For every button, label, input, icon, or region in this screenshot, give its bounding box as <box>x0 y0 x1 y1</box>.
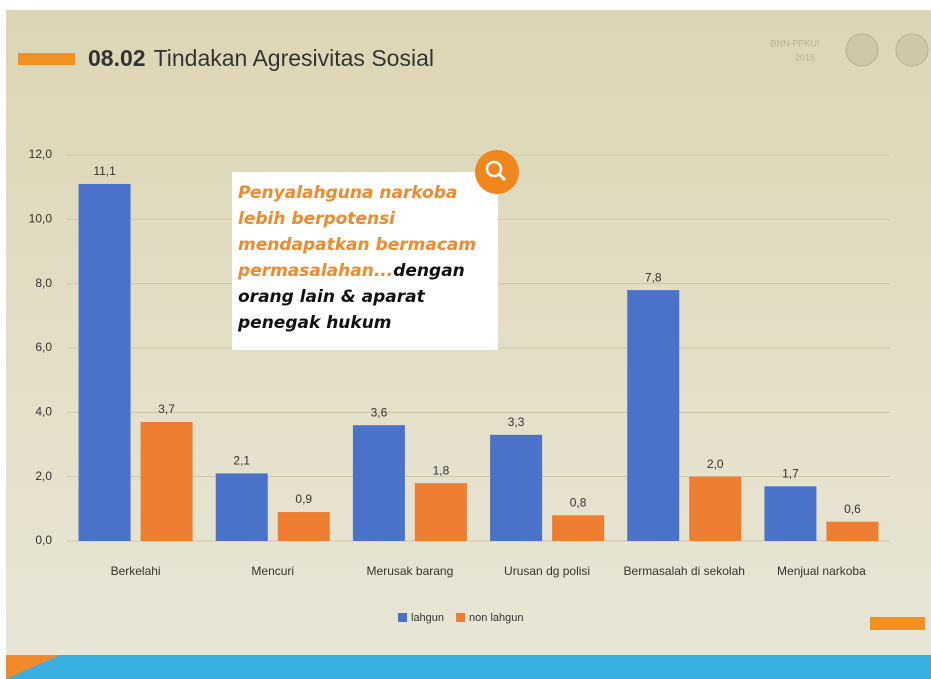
search-icon-lens <box>485 160 503 178</box>
value-label: 2,0 <box>707 457 724 471</box>
y-tick-label: 10,0 <box>29 212 53 226</box>
value-label: 1,8 <box>433 463 450 477</box>
x-tick-label: Merusak barang <box>367 564 454 578</box>
search-icon-handle <box>497 172 507 182</box>
legend-swatch <box>456 613 466 622</box>
value-label: 0,8 <box>570 495 587 509</box>
value-label: 0,9 <box>295 492 312 506</box>
legend-swatch <box>398 613 407 622</box>
bar <box>764 486 817 541</box>
value-label: 3,6 <box>371 405 388 419</box>
callout: Penyalahguna narkoba lebih berpotensi me… <box>238 180 490 336</box>
bar <box>689 476 742 541</box>
y-tick-label: 8,0 <box>35 276 52 290</box>
bar <box>215 473 268 541</box>
value-label: 0,6 <box>844 502 861 516</box>
x-tick-label: Urusan dg polisi <box>504 564 590 578</box>
title-number: 08.02 <box>88 45 146 71</box>
value-label: 7,8 <box>645 270 662 284</box>
bar <box>78 183 131 541</box>
logo-text: 2016 <box>795 52 815 62</box>
x-tick-label: Berkelahi <box>111 564 161 578</box>
y-tick-label: 0,0 <box>35 533 52 547</box>
callout-box <box>232 172 498 350</box>
value-label: 3,7 <box>158 402 175 416</box>
bar <box>826 521 879 541</box>
bar <box>277 512 330 541</box>
title-text: Tindakan Agresivitas Sosial <box>154 45 434 71</box>
title-accent <box>18 53 75 65</box>
y-tick-label: 2,0 <box>35 469 52 483</box>
logo <box>845 33 879 67</box>
value-label: 11,1 <box>93 164 116 178</box>
footer-band <box>6 655 931 679</box>
footer-accent <box>6 655 60 679</box>
value-label: 2,1 <box>233 454 250 468</box>
callout-highlight: Penyalahguna narkoba lebih berpotensi me… <box>238 183 477 281</box>
y-tick-label: 6,0 <box>35 340 52 354</box>
value-label: 1,7 <box>782 466 799 480</box>
legend-label: non lahgun <box>469 612 523 624</box>
bar <box>490 434 543 541</box>
chart-title: 08.02 Tindakan Agresivitas Sosial <box>88 45 434 71</box>
bar <box>552 515 605 541</box>
bar <box>627 290 680 541</box>
logo-text: BNN-PPKUI <box>770 38 819 48</box>
search-icon <box>475 150 519 194</box>
bar <box>414 483 467 541</box>
bar <box>140 421 193 541</box>
x-tick-label: Bermasalah di sekolah <box>624 564 745 578</box>
y-tick-label: 12,0 <box>29 147 53 161</box>
x-tick-label: Mencuri <box>251 564 294 578</box>
logo <box>895 33 929 67</box>
legend-label: lahgun <box>411 612 444 624</box>
y-tick-label: 4,0 <box>35 405 52 419</box>
value-label: 3,3 <box>508 415 525 429</box>
bar <box>352 425 405 541</box>
corner-accent <box>870 617 925 630</box>
x-tick-label: Menjual narkoba <box>777 564 866 578</box>
callout-text: dengan orang lain & aparat penegak hukum <box>238 261 465 333</box>
